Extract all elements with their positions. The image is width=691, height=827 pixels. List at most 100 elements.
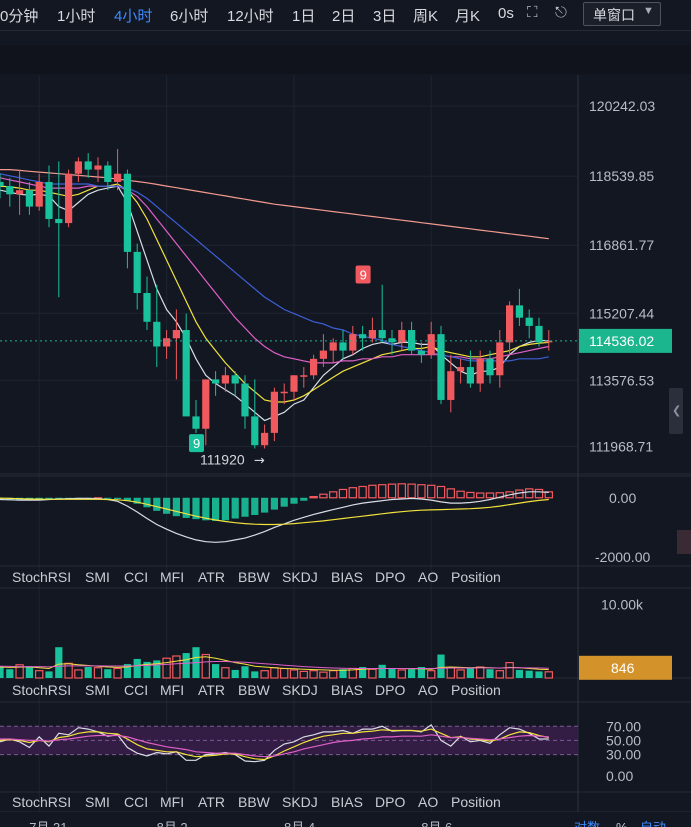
indicator-tab-dpo[interactable]: DPO (375, 569, 406, 585)
candle-body (378, 330, 386, 339)
price-tick-label: 115207.44 (589, 305, 654, 321)
candle-body (368, 330, 376, 339)
macd-histogram-bar (104, 497, 112, 499)
timeframe-6h[interactable]: 6小时 (170, 8, 209, 25)
indicator-tab-bias[interactable]: BIAS (331, 682, 363, 698)
low-price-label: 111920 (200, 451, 245, 467)
countdown-marker-bg (355, 265, 371, 284)
indicator-tab-cci[interactable]: CCI (124, 794, 149, 810)
candle-body (457, 367, 465, 372)
indicator-tab-bbw[interactable]: BBW (238, 794, 270, 810)
timeframe-week[interactable]: 周K (413, 8, 439, 25)
volume-bar (446, 667, 456, 679)
indicator-tab-stochrsi[interactable]: StochRSI (12, 569, 72, 585)
time-axis-bg (0, 812, 691, 827)
indicator-tab-atr[interactable]: ATR (198, 794, 225, 810)
volume-bar (437, 654, 445, 678)
indicator-tab-atr[interactable]: ATR (198, 569, 225, 585)
candle-body (496, 342, 504, 376)
volume-bar (241, 666, 249, 678)
macd-histogram-bar (133, 497, 141, 504)
candle-body (388, 338, 396, 343)
volume-bar (417, 667, 425, 678)
timeframe-1h[interactable]: 1小时 (57, 8, 96, 25)
window-mode-dropdown[interactable]: 单窗口 ▼ (583, 2, 661, 26)
indicator-tab-cci[interactable]: CCI (124, 682, 149, 698)
info-strip (0, 45, 691, 74)
timeframe-12h[interactable]: 12小时 (227, 8, 274, 25)
volume-bar (74, 669, 83, 679)
indicator-tab-bias[interactable]: BIAS (331, 569, 363, 585)
indicator-tab-mfi[interactable]: MFI (160, 569, 185, 585)
volume-bar (427, 670, 436, 679)
indicator-tab-ao[interactable]: AO (418, 569, 439, 585)
candle-body (349, 334, 357, 351)
timeframe-2d[interactable]: 2日 (332, 8, 356, 25)
indicator-tab-skdj[interactable]: SKDJ (282, 682, 318, 698)
volume-bar (466, 668, 474, 678)
volume-bar (408, 669, 416, 678)
exit-window-icon[interactable]: ⎋ (555, 4, 567, 21)
candle-body (310, 358, 318, 376)
macd-histogram-bar (446, 488, 456, 499)
macd-histogram-bar (387, 483, 397, 499)
volume-bar (153, 660, 161, 678)
date-tick-label: 7月 31 (29, 820, 67, 827)
indicator-tabs-3: StochRSI SMI CCI MFI ATR BBW SKDJ BIAS DPO AO Posi… (0, 794, 578, 816)
indicator-tab-position[interactable]: Position (451, 682, 501, 698)
macd-histogram-bar (114, 497, 122, 499)
candle-body (65, 173, 73, 224)
indicator-tab-smi[interactable]: SMI (85, 569, 110, 585)
candle-body (153, 321, 161, 347)
indicator-tab-bias[interactable]: BIAS (331, 794, 363, 810)
volume-bar (309, 670, 318, 679)
date-tick-label: 8月 6 (421, 820, 452, 827)
rsi-panel (0, 723, 578, 763)
timeframe-0s[interactable]: 0s (498, 5, 514, 22)
indicator-tab-position[interactable]: Position (451, 794, 501, 810)
indicator-tab-bbw[interactable]: BBW (238, 682, 270, 698)
volume-bar (6, 669, 14, 678)
indicator-tab-cci[interactable]: CCI (124, 569, 149, 585)
side-panel-toggle[interactable]: ❮ (669, 388, 683, 434)
indicator-tab-stochrsi[interactable]: StochRSI (12, 794, 72, 810)
indicator-tab-smi[interactable]: SMI (85, 682, 110, 698)
indicator-tab-atr[interactable]: ATR (198, 682, 225, 698)
volume-bar (55, 647, 63, 678)
macd-histogram-bar (436, 485, 446, 499)
timeframe-4h[interactable]: 4小时 (114, 8, 153, 25)
timeframe-month[interactable]: 月K (455, 8, 481, 25)
fullscreen-icon[interactable]: ⛶ (527, 4, 538, 21)
candle-body (104, 165, 112, 182)
indicator-tab-dpo[interactable]: DPO (375, 794, 406, 810)
indicator-tab-skdj[interactable]: SKDJ (282, 569, 318, 585)
volume-bar (495, 670, 505, 679)
candle-body (437, 334, 445, 400)
indicator-tab-dpo[interactable]: DPO (375, 682, 406, 698)
macd-histogram-bar (290, 497, 298, 504)
timeframe-minutes[interactable]: 0分钟 (0, 8, 39, 25)
indicator-tab-bbw[interactable]: BBW (238, 569, 270, 585)
indicator-tab-mfi[interactable]: MFI (160, 794, 185, 810)
indicator-tab-skdj[interactable]: SKDJ (282, 794, 318, 810)
candle-body (0, 181, 4, 187)
candle-body (94, 165, 102, 170)
indicator-tab-ao[interactable]: AO (418, 794, 439, 810)
indicator-tab-position[interactable]: Position (451, 569, 501, 585)
indicator-tab-ao[interactable]: AO (418, 682, 439, 698)
macd-histogram-bar (368, 484, 377, 499)
chart-grid (0, 75, 691, 812)
indicator-tab-smi[interactable]: SMI (85, 794, 110, 810)
volume-bar (15, 664, 24, 679)
macd-histogram-bar (407, 483, 416, 499)
indicator-tabs-2: StochRSI SMI CCI MFI ATR BBW SKDJ BIAS DPO AO Posi… (0, 682, 578, 704)
timeframe-1d[interactable]: 1日 (292, 8, 316, 25)
volume-bar (45, 671, 53, 678)
indicator-tabs-1: StochRSI SMI CCI MFI ATR BBW SKDJ BIAS DPO AO Posi… (0, 569, 578, 591)
indicator-tab-stochrsi[interactable]: StochRSI (12, 682, 72, 698)
arrow-right-icon: → (254, 453, 265, 468)
timeframe-3d[interactable]: 3日 (373, 8, 397, 25)
indicator-tab-mfi[interactable]: MFI (160, 682, 185, 698)
